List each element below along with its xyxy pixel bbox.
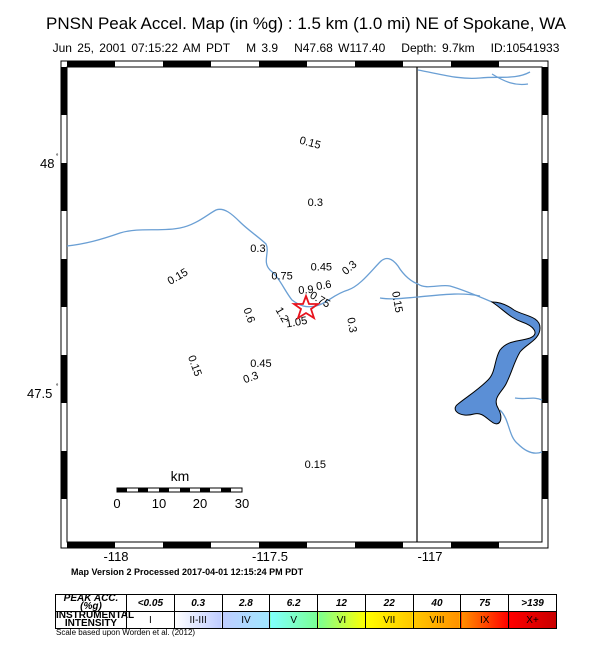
- legend-value: 22: [364, 594, 414, 612]
- event-depth: Depth: 9.7km: [401, 41, 475, 55]
- scale-label-0: 0: [113, 496, 120, 511]
- lon-tick-118: -118: [103, 549, 128, 564]
- lat-tick-47-5: 47.5: [27, 386, 52, 401]
- contour-label: 0.15: [298, 135, 322, 152]
- contour-label: 0.6: [240, 306, 257, 324]
- legend-value: 6.2: [269, 594, 319, 612]
- contour-label: 0.15: [185, 354, 204, 378]
- scale-label-30: 30: [235, 496, 249, 511]
- lon-tick-117-5: -117.5: [252, 549, 288, 564]
- legend-intensity: IV: [221, 611, 271, 629]
- event-id: ID:10541933: [490, 41, 560, 55]
- legend-intensity: X+: [508, 611, 557, 629]
- contour-label: 0.75: [308, 289, 333, 310]
- legend-intensity: II-III: [173, 611, 223, 629]
- river-lines: [66, 69, 543, 454]
- contour-label: 0.3: [340, 259, 359, 278]
- contour-label: 0.15: [166, 266, 191, 287]
- contour-label: 1.05: [285, 315, 308, 331]
- map-title: PNSN Peak Accel. Map (in %g) : 1.5 km (1…: [46, 14, 566, 33]
- contour-label: 0.75: [271, 271, 292, 283]
- contour-label: 0.15: [305, 459, 326, 471]
- lake: [454, 301, 541, 425]
- map-frame: [60, 60, 549, 549]
- intensity-legend: PEAK ACC.(%g) <0.05 0.3 2.8 6.2 12 22 40…: [55, 594, 557, 629]
- map-version: Map Version 2 Processed 2017-04-01 12:15…: [71, 567, 304, 577]
- scale-label-10: 10: [152, 496, 166, 511]
- degree-mark: ˚: [56, 383, 59, 392]
- legend-value: >139: [508, 594, 557, 612]
- epicenter-star-icon[interactable]: [291, 293, 321, 321]
- contour-label: 0.45: [250, 358, 271, 370]
- legend-intensity: VI: [317, 611, 366, 629]
- contour-label: 0.3: [250, 243, 265, 255]
- contour-label: 0.9: [298, 284, 314, 297]
- legend-intensity-row: INSTRUMENTAL INTENSITY I II-III IV V VI …: [55, 610, 557, 629]
- event-magnitude: M 3.9: [246, 41, 279, 55]
- contour-label: 0.3: [344, 317, 358, 334]
- scale-bar: km 0 10 20 30: [113, 468, 249, 511]
- lat-tick-48: 48: [40, 156, 54, 171]
- contour-label: 0.3: [242, 370, 260, 387]
- legend-intensity: VII: [364, 611, 414, 629]
- event-location: N47.68 W117.40: [294, 41, 386, 55]
- event-info: Jun 25, 2001 07:15:22 AM PDT M 3.9 N47.6…: [0, 41, 612, 55]
- legend-value: 40: [412, 594, 462, 612]
- legend-value: 75: [460, 594, 510, 612]
- legend-intensity: VIII: [412, 611, 462, 629]
- scale-title: km: [171, 468, 190, 484]
- legend-intensity: IX: [460, 611, 510, 629]
- legend-value: 0.3: [173, 594, 223, 612]
- lon-tick-117: -117: [417, 549, 442, 564]
- legend-row1-label: PEAK ACC.(%g): [55, 594, 127, 612]
- contour-label: 0.15: [389, 290, 405, 313]
- contour-label: 0.45: [311, 261, 332, 273]
- contour-label: 0.3: [308, 197, 323, 209]
- legend-value: 12: [317, 594, 366, 612]
- scale-label-20: 20: [193, 496, 207, 511]
- legend-value: <0.05: [126, 594, 175, 612]
- contour-label: 0.6: [315, 279, 332, 293]
- legend-intensity: V: [269, 611, 319, 629]
- degree-mark: ˚: [56, 153, 59, 162]
- scale-note: Scale based upon Worden et al. (2012): [56, 628, 196, 637]
- event-date: Jun 25, 2001 07:15:22 AM PDT: [52, 41, 231, 55]
- legend-value: 2.8: [221, 594, 271, 612]
- contour-labels: 0.150.30.30.15 0.30.450.750.60.90.75 0.150…: [166, 135, 405, 471]
- legend-row2-label: INSTRUMENTAL INTENSITY: [55, 610, 135, 629]
- legend-values-row: PEAK ACC.(%g) <0.05 0.3 2.8 6.2 12 22 40…: [55, 594, 557, 612]
